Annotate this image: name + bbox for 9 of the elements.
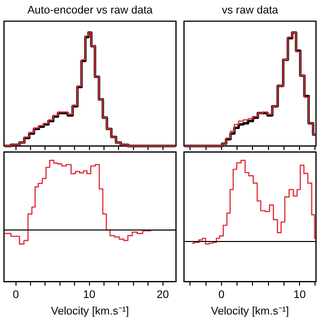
- x-tick-label: 10: [293, 289, 306, 302]
- x-tick-label: 10: [83, 289, 96, 302]
- chart-title: vs raw data: [222, 4, 280, 17]
- x-tick-label: 0: [12, 289, 19, 302]
- x-axis-title: Velocity [km.s⁻¹]: [51, 305, 129, 318]
- x-axis-title: Velocity [km.s⁻¹]: [211, 305, 289, 318]
- chart-title: Auto-encoder vs raw data: [27, 4, 154, 17]
- x-tick-label: 0: [218, 289, 225, 302]
- x-tick-label: 20: [156, 289, 169, 302]
